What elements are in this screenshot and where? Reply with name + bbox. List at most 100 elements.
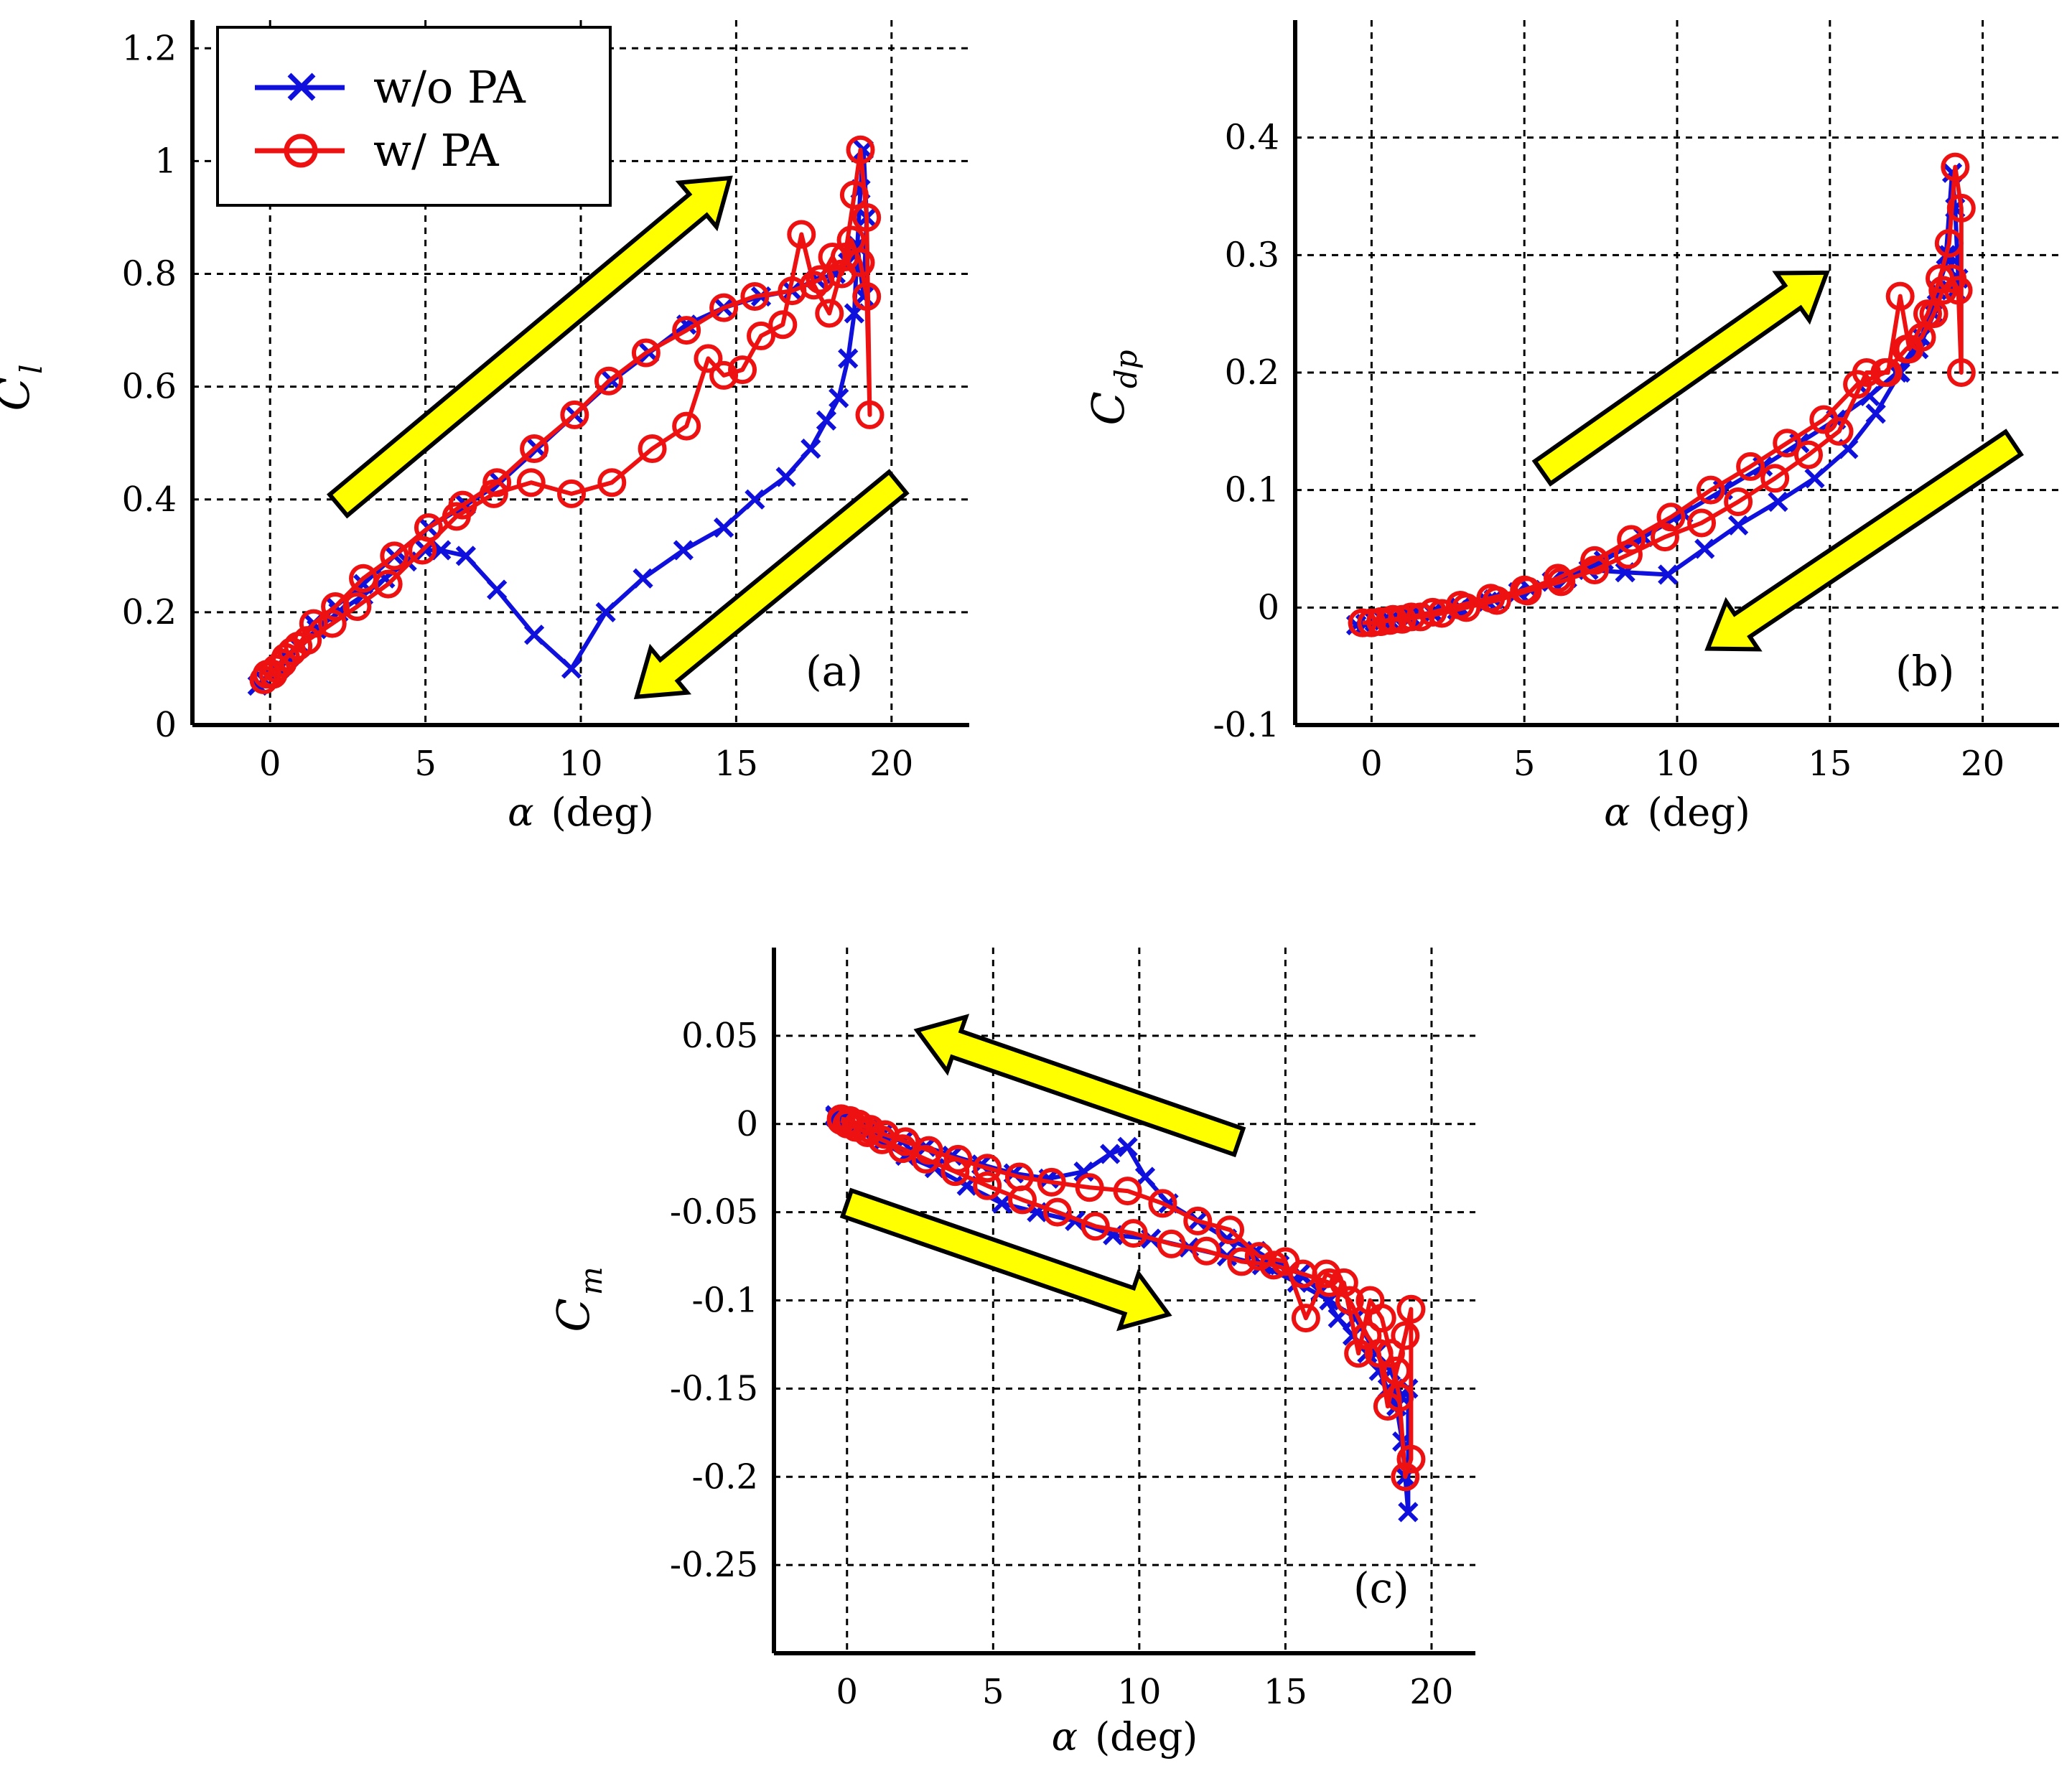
panel-a-point-with-pa [482, 468, 512, 497]
panel-c-point-with-pa [1183, 1206, 1213, 1235]
panel-a-point-with-pa [672, 411, 701, 441]
panel-c-ytick-label: -0.25 [670, 1545, 758, 1585]
panel-b-point-with-pa [1544, 564, 1573, 593]
panel-b-point-with-pa [1546, 567, 1576, 597]
panel-a-point-with-pa [740, 281, 770, 311]
panel-b-point-with-pa [1396, 602, 1426, 632]
panel-a-point-with-pa [414, 513, 443, 543]
panel-c-xtick-label: 0 [836, 1672, 858, 1712]
panel-b-point-with-pa [1510, 575, 1539, 604]
panel-c-point-with-pa [1244, 1242, 1274, 1271]
panel-b-cdp: 0 5 10 15 20 -0.1 0 0.1 0.2 0.3 0.4 α (deg) Cdp (b) [1082, 20, 2059, 835]
panel-b-xtick-label: 20 [1961, 744, 2005, 784]
panel-c-point-with-pa [1008, 1185, 1037, 1215]
panel-b-ytick-label: 0.2 [1225, 352, 1279, 393]
panel-c-direction-arrow-icon [839, 1187, 1172, 1332]
panel-b-point-with-pa [1919, 299, 1949, 329]
panel-a-point-without-pa [838, 348, 859, 369]
panel-a-x-axis-label: α (deg) [508, 790, 654, 835]
panel-a-point-with-pa [516, 468, 546, 497]
panel-a-direction-arrow-icon [633, 469, 910, 700]
panel-a-xtick-label: 0 [259, 744, 281, 784]
panel-c-ytick-label: -0.2 [691, 1457, 758, 1497]
panel-c-point-with-pa [867, 1125, 897, 1154]
panel-a-point-with-pa [594, 366, 623, 396]
panel-b-point-with-pa [1809, 405, 1839, 434]
panel-c-point-with-pa [1192, 1236, 1221, 1266]
panel-a-xtick-label: 15 [714, 744, 758, 784]
panel-a-point-with-pa [694, 344, 723, 373]
panel-a-point-with-pa [709, 293, 739, 322]
panel-a-point-with-pa [557, 479, 587, 508]
panel-b-point-with-pa [1934, 228, 1964, 258]
panel-a-direction-arrow-icon [326, 175, 733, 519]
panel-c-point-with-pa [943, 1144, 973, 1174]
panel-a-point-with-pa [321, 592, 350, 622]
panel-b-direction-arrow-icon [1531, 270, 1830, 487]
panel-c-ytick-label: -0.1 [691, 1281, 758, 1321]
panel-c-point-with-pa [1119, 1219, 1148, 1248]
panel-a-point-with-pa [778, 276, 807, 306]
panel-a-point-with-pa [806, 265, 835, 294]
panel-a-point-without-pa [816, 410, 837, 431]
legend-x-marker-icon [287, 73, 316, 101]
panel-a-point-with-pa [852, 202, 882, 232]
panel-b-xtick-label: 5 [1513, 744, 1536, 784]
panel-b-point-with-pa [1357, 608, 1386, 637]
panel-c-point-with-pa [973, 1171, 1002, 1200]
panel-a-point-with-pa [520, 434, 549, 464]
panel-b-ytick-label: -0.1 [1213, 705, 1279, 745]
panel-c-ytick-label: -0.05 [670, 1192, 758, 1233]
panel-c-panel-label: (c) [1353, 1563, 1409, 1612]
panel-b-ytick-label: 0.4 [1225, 118, 1279, 158]
panel-c-point-with-pa [1288, 1259, 1317, 1289]
panel-b-point-without-pa [1727, 515, 1749, 536]
panel-b-point-with-pa [1892, 335, 1921, 364]
panel-a-xtick-label: 5 [414, 744, 437, 784]
panel-a-point-with-pa [672, 316, 701, 345]
panel-b-point-without-pa [1804, 468, 1825, 489]
panel-c-ytick-label: 0 [736, 1104, 758, 1144]
panel-c-point-without-pa [1100, 1144, 1121, 1164]
panel-c-point-without-pa [1134, 1167, 1156, 1187]
panel-b-point-without-pa [1658, 564, 1679, 585]
panel-a-ytick-label: 1 [154, 141, 177, 181]
panel-c-point-without-pa [991, 1193, 1012, 1214]
panel-a-point-with-pa [638, 434, 667, 464]
panel-a-point-with-pa [317, 609, 347, 638]
panel-c-point-with-pa [1215, 1215, 1245, 1245]
panel-c-point-without-pa [1398, 1502, 1419, 1523]
panel-c-point-with-pa [1396, 1444, 1426, 1474]
panel-a-cl: 0 5 10 15 20 0 0.2 0.4 0.6 0.8 1 1.2 α(deg) Cl (a) [0, 20, 969, 835]
panel-a-point-with-pa [479, 479, 508, 508]
panel-a-ytick-label: 0.4 [122, 480, 177, 520]
panel-b-ytick-label: 0.1 [1225, 470, 1279, 510]
panel-c-point-with-pa [1391, 1321, 1420, 1350]
panel-a-y-axis-label: Cl [0, 365, 49, 411]
panel-b-point-with-pa [1843, 370, 1872, 399]
panel-a-point-with-pa [380, 541, 409, 571]
panel-b-x-axis-label: α (deg) [1604, 790, 1750, 835]
panel-b-point-with-pa [1724, 487, 1753, 517]
panel-c-point-with-pa [1376, 1339, 1405, 1368]
panel-a-point-with-pa [836, 225, 866, 255]
panel-c-cm: 0 5 10 15 20 -0.25 -0.2 -0.15 -0.1 -0.05 0 0.05 α (de… [547, 948, 1475, 1759]
panel-b-point-with-pa [1617, 525, 1646, 554]
panel-a-point-with-pa [787, 220, 816, 249]
panel-b-point-with-pa [1946, 358, 1976, 387]
panel-c-point-with-pa [1391, 1462, 1420, 1492]
panel-c-point-with-pa [1396, 1294, 1426, 1324]
panel-c-point-with-pa [1329, 1268, 1358, 1297]
panel-c-point-with-pa [1157, 1229, 1186, 1258]
panel-a-point-with-pa [815, 299, 844, 328]
panel-c-point-with-pa [1353, 1321, 1382, 1350]
panel-a-ytick-label: 0.2 [122, 592, 177, 632]
panel-a-point-with-pa [768, 310, 798, 340]
panel-b-point-with-pa [1580, 555, 1610, 584]
panel-a-point-without-pa [745, 489, 765, 510]
panel-c-ytick-label: -0.15 [670, 1368, 758, 1408]
panel-c-x-axis-label: α (deg) [1052, 1714, 1198, 1759]
panel-c-point-with-pa [1227, 1247, 1256, 1276]
panel-a-point-without-pa [487, 579, 508, 600]
